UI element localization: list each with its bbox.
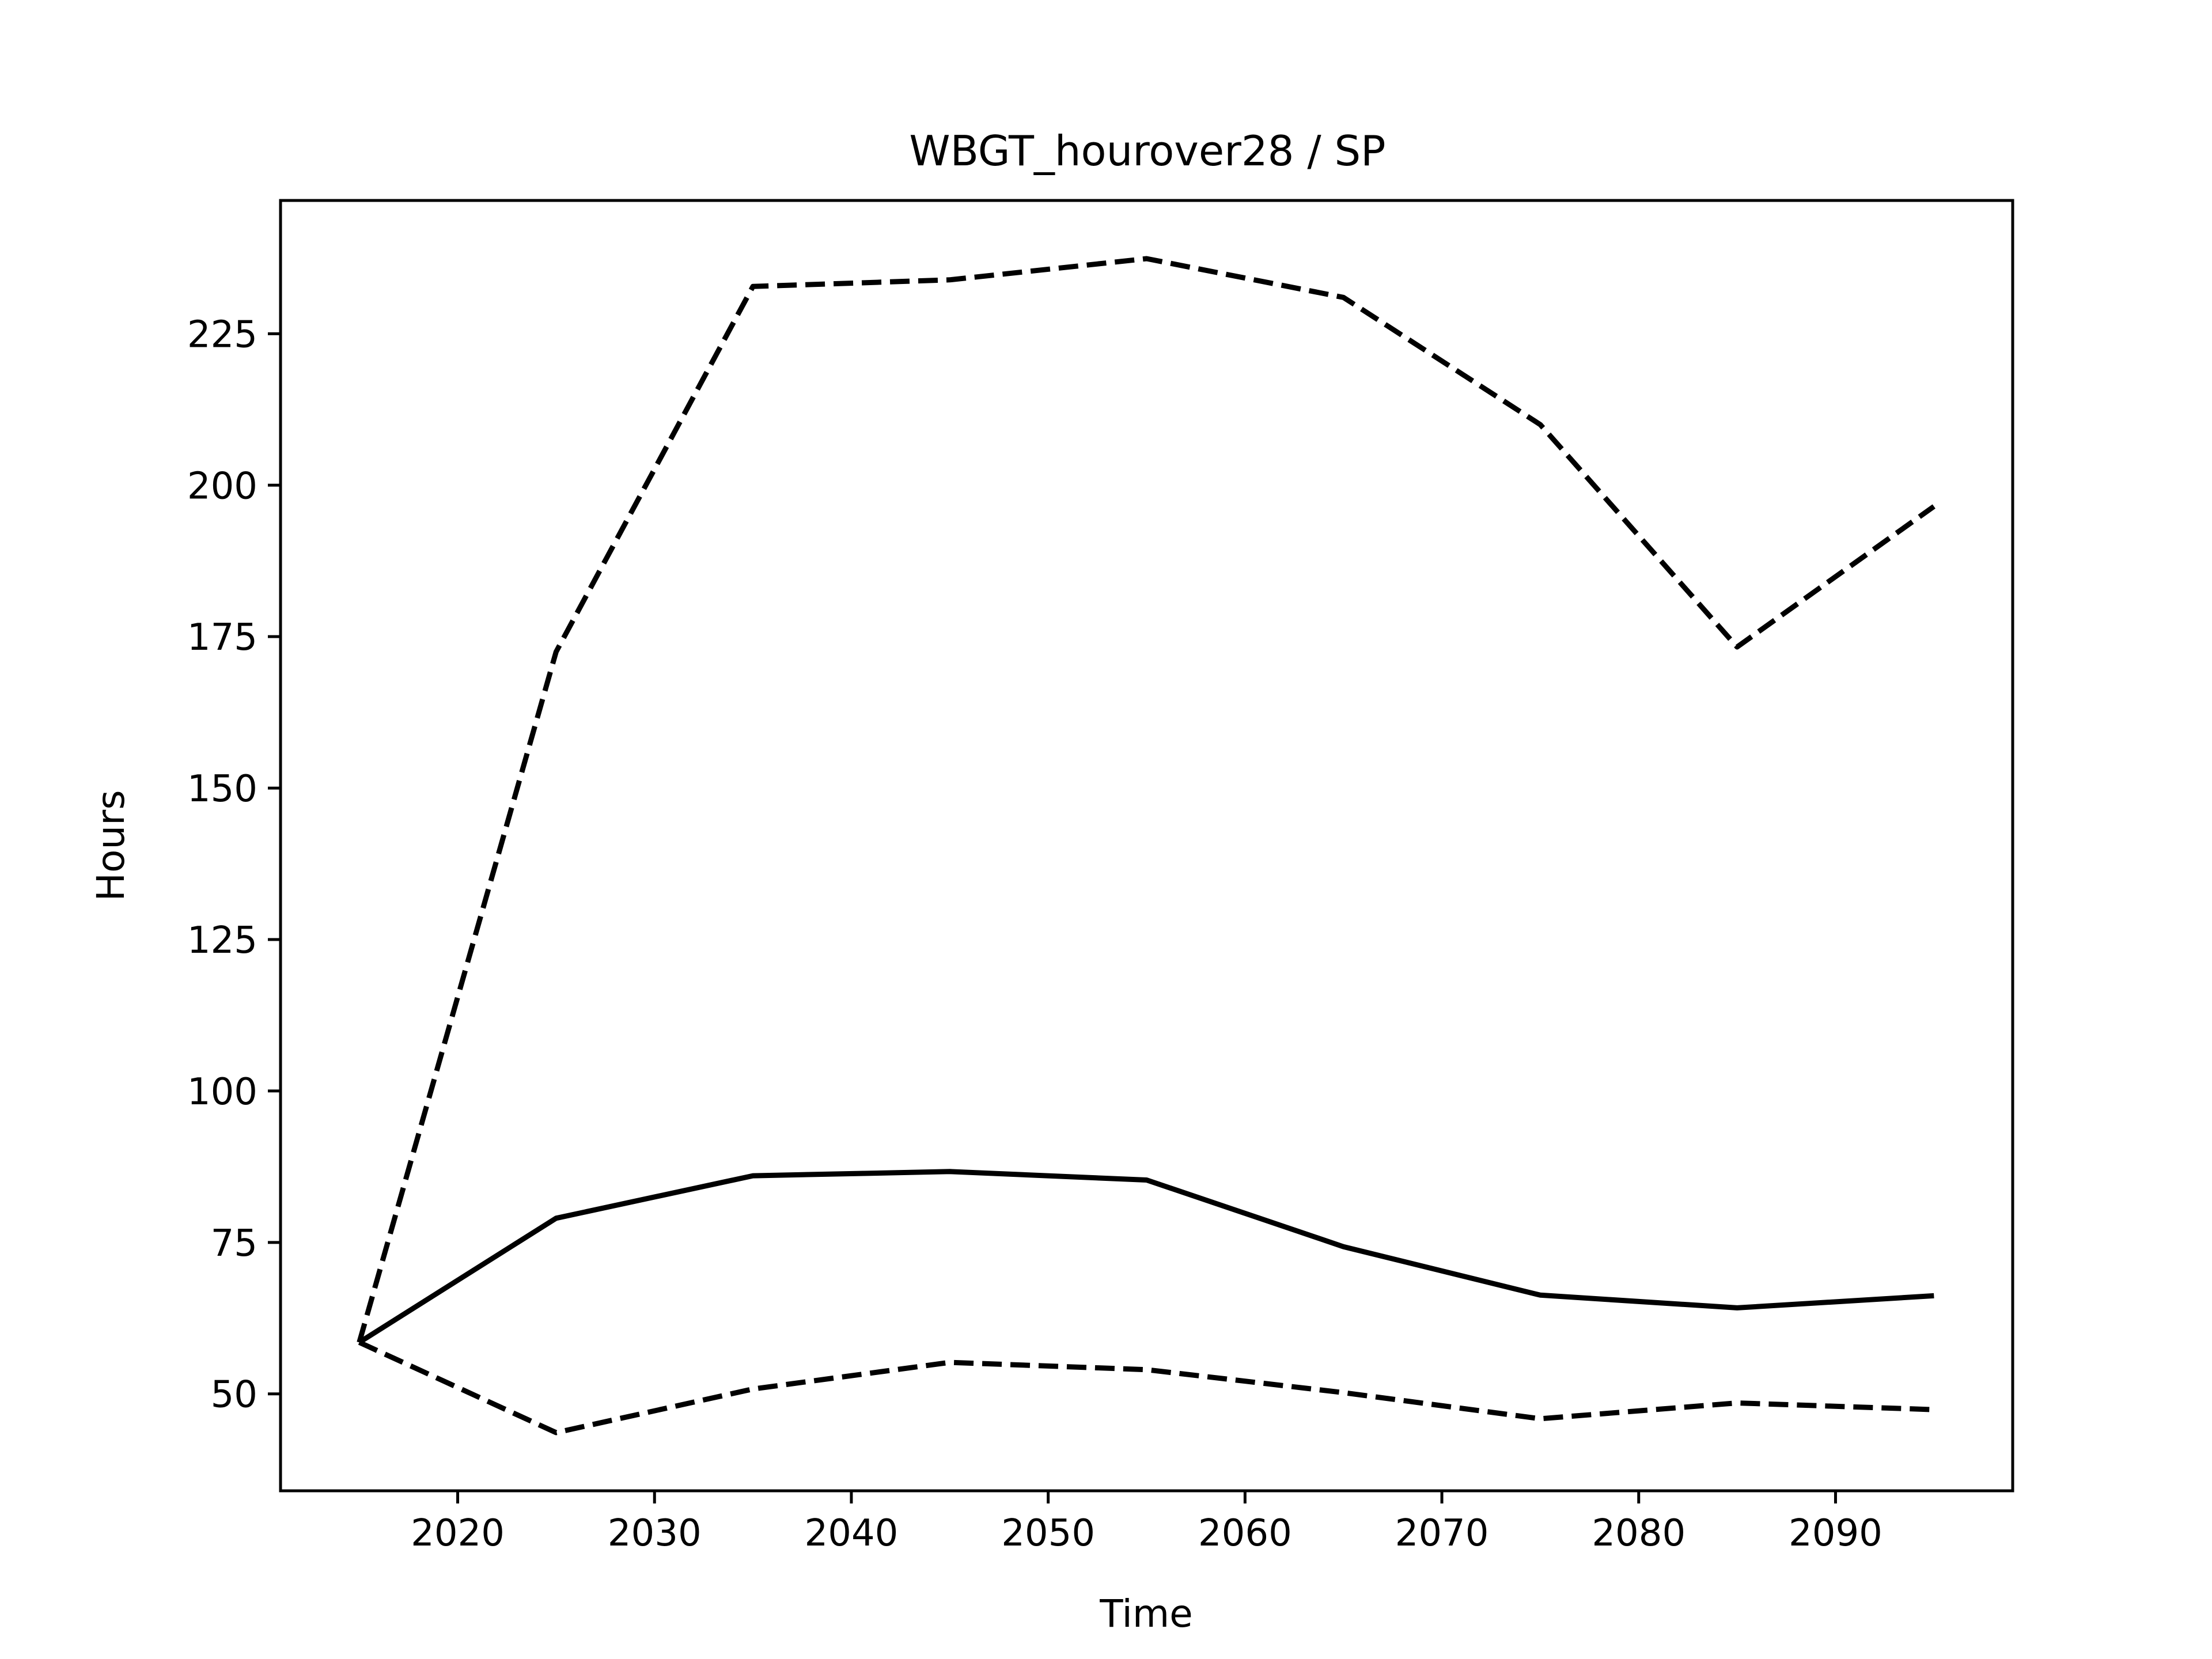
x-tick-label: 2030	[608, 1512, 702, 1555]
y-tick-label: 75	[211, 1222, 257, 1265]
x-axis-label: Time	[1099, 1592, 1193, 1636]
y-tick-label: 50	[211, 1374, 257, 1416]
x-tick-label: 2050	[1001, 1512, 1095, 1555]
y-tick-label: 150	[187, 768, 257, 810]
plot-frame	[279, 199, 2014, 1493]
y-tick-label: 200	[187, 465, 257, 507]
y-tick-label: 225	[187, 313, 257, 356]
x-tick-label: 2060	[1198, 1512, 1292, 1555]
y-tick-label: 125	[187, 919, 257, 962]
y-tick-label: 175	[187, 616, 257, 659]
x-tick-label: 2020	[411, 1512, 505, 1555]
plot-area	[357, 256, 1936, 1435]
solid-series-line-1	[358, 1169, 1934, 1345]
dashed-series-line-2	[357, 256, 1936, 1343]
x-tick-label: 2080	[1592, 1512, 1685, 1555]
y-axis-label: Hours	[89, 790, 133, 901]
x-axis: 2020 2030 2040 2050 2060 2070 2080 2090	[411, 1491, 1883, 1555]
x-tick-label: 2070	[1395, 1512, 1489, 1555]
x-tick-label: 2090	[1789, 1512, 1883, 1555]
dashed-series-line-3	[358, 1340, 1934, 1435]
y-tick-label: 100	[187, 1071, 257, 1113]
chart-title: WBGT_hourover28 / SP	[909, 127, 1385, 175]
x-tick-label: 2040	[805, 1512, 899, 1555]
y-axis: 50 75 100 125 150 175 200 225	[187, 313, 281, 1416]
